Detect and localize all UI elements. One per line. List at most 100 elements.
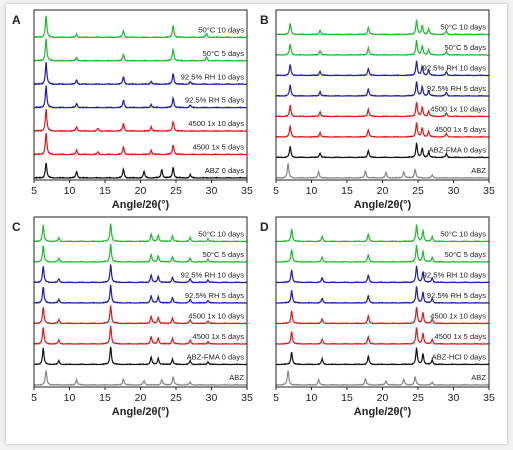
trace-92-5-rh-10-days — [275, 60, 490, 77]
trace-92-5-rh-5-days — [33, 284, 248, 304]
x-tick-label: 10 — [64, 185, 76, 197]
panel-b: B 50°C 10 days 50°C 5 days 92.5% RH 10 days… — [260, 9, 495, 211]
trace-abz-fma-0-days — [33, 346, 248, 366]
trace-abz — [275, 370, 490, 386]
x-axis-title: Angle/2θ(°) — [354, 406, 412, 418]
trace-label: ABZ-FMA 0 days — [429, 146, 487, 155]
trace-50-c-10-days — [33, 223, 248, 243]
trace-50-c-10-days — [275, 19, 490, 36]
trace-label: 4500 1x 10 days — [430, 312, 486, 321]
x-tick-label: 20 — [135, 392, 147, 404]
x-tick-label: 25 — [170, 185, 182, 197]
trace-50-c-10-days — [33, 15, 248, 39]
trace-label: 92.5% RH 5 days — [427, 84, 486, 93]
trace-4500-1x-10-days — [33, 305, 248, 325]
trace-label: 92.5% RH 10 days — [423, 271, 487, 280]
trace-label: ABZ — [229, 373, 244, 382]
trace-label: 50°C 5 days — [445, 43, 487, 52]
x-tick-label: 20 — [377, 185, 389, 197]
x-tick-label: 30 — [448, 185, 460, 197]
trace-92-5-rh-10-days — [33, 61, 247, 86]
trace-abz — [275, 163, 489, 179]
trace-label: ABZ — [471, 373, 486, 382]
trace-label: ABZ 0 days — [205, 166, 244, 175]
panel-a: A 50°C 10 days 50°C 5 days 92.5% RH 10 days… — [12, 9, 253, 211]
x-axis-title: Angle/2θ(°) — [112, 199, 170, 211]
trace-label: 50°C 10 days — [198, 230, 244, 239]
x-tick-label: 35 — [483, 392, 495, 404]
trace-abz-0-days — [33, 162, 248, 179]
trace-4500-1x-10-days — [33, 109, 247, 133]
trace-label: 4500 1x 10 days — [430, 105, 486, 114]
trace-50-c-5-days — [33, 244, 248, 263]
x-tick-label: 10 — [306, 392, 318, 404]
x-tick-label: 30 — [206, 185, 218, 197]
trace-4500-1x-10-days — [275, 306, 490, 325]
x-tick-label: 30 — [206, 392, 218, 404]
x-tick-label: 35 — [241, 392, 253, 404]
trace-92-5-rh-10-days — [275, 265, 490, 284]
panel-letter: C — [12, 220, 21, 234]
trace-92-5-rh-10-days — [33, 264, 248, 284]
x-tick-label: 20 — [377, 392, 389, 404]
x-tick-label: 30 — [448, 392, 460, 404]
trace-label: 92.5% RH 5 days — [185, 96, 244, 105]
trace-label: ABZ — [471, 166, 486, 175]
x-tick-label: 25 — [412, 392, 424, 404]
trace-50-c-5-days — [33, 38, 247, 62]
trace-92-5-rh-5-days — [275, 81, 490, 97]
trace-50-c-5-days — [275, 244, 490, 263]
trace-label: ABZ-HCl 0 days — [432, 353, 487, 362]
trace-92-5-rh-5-days — [33, 85, 248, 109]
trace-4500-1x-5-days — [275, 327, 490, 345]
trace-4500-1x-10-days — [275, 101, 490, 118]
x-tick-label: 25 — [170, 392, 182, 404]
x-tick-label: 10 — [306, 185, 318, 197]
x-tick-label: 5 — [31, 185, 37, 197]
trace-4500-1x-5-days — [33, 325, 248, 345]
x-tick-label: 5 — [273, 392, 279, 404]
trace-label: 4500 1x 5 days — [192, 332, 244, 341]
trace-abz — [33, 370, 248, 386]
x-axis-title: Angle/2θ(°) — [112, 406, 170, 418]
trace-50-c-10-days — [275, 224, 490, 243]
trace-abz-hcl-0-days — [275, 347, 490, 366]
trace-label: 92.5% RH 10 days — [181, 72, 245, 81]
x-axis-title: Angle/2θ(°) — [354, 199, 412, 211]
trace-label: 92.5% RH 5 days — [185, 291, 244, 300]
trace-label: 4500 1x 5 days — [434, 125, 486, 134]
x-tick-label: 5 — [273, 185, 279, 197]
trace-label: 50°C 10 days — [440, 230, 486, 239]
panel-c: C 50°C 10 days 50°C 5 days 92.5% RH 10 days… — [12, 216, 253, 418]
trace-label: 50°C 10 days — [440, 23, 486, 32]
x-tick-label: 15 — [99, 392, 111, 404]
trace-label: 92.5% RH 10 days — [423, 64, 487, 73]
x-tick-label: 15 — [341, 392, 353, 404]
trace-label: 50°C 5 days — [445, 250, 487, 259]
figure-card: A 50°C 10 days 50°C 5 days 92.5% RH 10 days… — [6, 4, 507, 444]
trace-abz-fma-0-days — [275, 142, 490, 159]
panel-letter: B — [260, 13, 269, 27]
trace-4500-1x-5-days — [33, 132, 248, 156]
panel-letter: D — [260, 220, 269, 234]
trace-label: 4500 1x 5 days — [434, 332, 486, 341]
trace-label: 50°C 5 days — [203, 250, 245, 259]
trace-label: 92.5% RH 5 days — [427, 291, 486, 300]
panel-d: D 50°C 10 days 50°C 5 days 92.5% RH 10 days… — [260, 216, 495, 418]
trace-label: 50°C 5 days — [203, 49, 245, 58]
trace-label: 92.5% RH 10 days — [181, 271, 245, 280]
x-tick-label: 20 — [135, 185, 147, 197]
x-tick-label: 10 — [64, 392, 76, 404]
x-tick-label: 5 — [31, 392, 37, 404]
trace-label: ABZ-FMA 0 days — [187, 353, 245, 362]
trace-92-5-rh-5-days — [275, 286, 490, 304]
trace-4500-1x-5-days — [275, 122, 490, 138]
trace-label: 50°C 10 days — [198, 25, 244, 34]
x-tick-label: 25 — [412, 185, 424, 197]
x-tick-label: 35 — [483, 185, 495, 197]
trace-label: 4500 1x 10 days — [188, 312, 244, 321]
xrd-figure: A 50°C 10 days 50°C 5 days 92.5% RH 10 days… — [12, 9, 495, 418]
trace-label: 4500 1x 10 days — [188, 119, 244, 128]
x-tick-label: 15 — [99, 185, 111, 197]
trace-50-c-5-days — [275, 39, 489, 56]
